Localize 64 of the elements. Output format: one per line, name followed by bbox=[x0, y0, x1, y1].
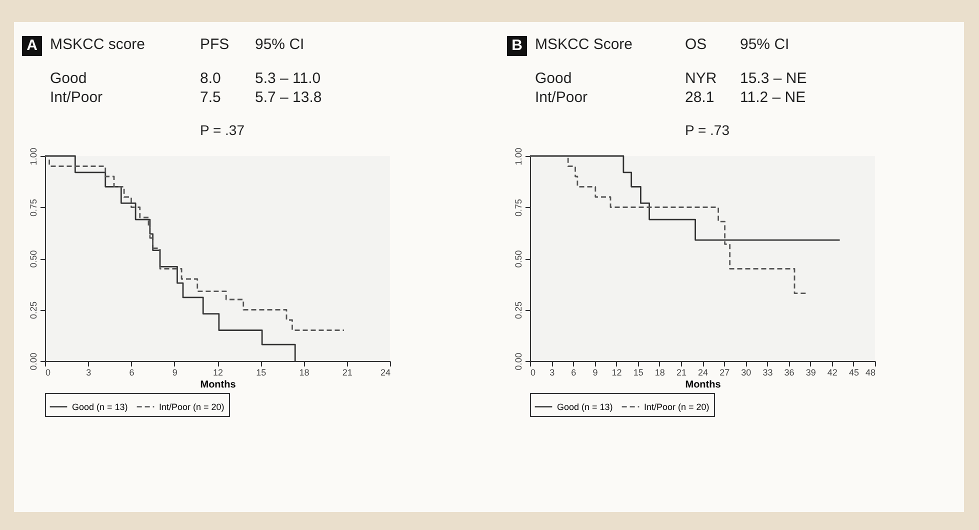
text: 15.3 – NE bbox=[740, 70, 808, 87]
x-tick-label: 9 bbox=[172, 368, 178, 378]
x-axis-title: Months bbox=[200, 380, 236, 390]
text: Int/Poor bbox=[50, 89, 104, 106]
y-tick-label: 1.00 bbox=[514, 148, 524, 166]
text: OS bbox=[685, 36, 708, 55]
y-tick-label: 0.75 bbox=[514, 198, 524, 217]
y-tick-label: 0.25 bbox=[28, 301, 38, 320]
legend-label: Good (n = 13) bbox=[72, 402, 128, 412]
text: PFS bbox=[200, 36, 230, 55]
x-tick-label: 3 bbox=[86, 368, 92, 378]
text: 5.7 – 13.8 bbox=[255, 89, 323, 106]
x-tick-label: 33 bbox=[762, 368, 773, 378]
x-tick-label: 6 bbox=[571, 368, 576, 378]
text: NYR bbox=[685, 70, 718, 87]
text: Good bbox=[50, 70, 88, 87]
text: P = .73 bbox=[685, 122, 731, 138]
x-tick-label: 21 bbox=[676, 368, 686, 378]
x-tick-label: 3 bbox=[550, 368, 555, 378]
x-tick-label: 48 bbox=[865, 368, 876, 378]
x-tick-label: 0 bbox=[46, 368, 51, 378]
x-tick-label: 21 bbox=[342, 368, 352, 378]
x-tick-label: 39 bbox=[806, 368, 816, 378]
text: 11.2 – NE bbox=[740, 89, 807, 106]
text: P = .37 bbox=[200, 122, 246, 138]
text: 7.5 bbox=[200, 89, 222, 106]
text: Int/Poor bbox=[535, 89, 589, 106]
x-tick-label: 12 bbox=[612, 368, 622, 378]
text: Good bbox=[535, 70, 573, 87]
y-tick-label: 0.75 bbox=[28, 198, 38, 217]
text: 95% CI bbox=[740, 36, 790, 55]
y-tick-label: 0.00 bbox=[514, 352, 524, 370]
x-tick-label: 0 bbox=[530, 368, 536, 378]
x-tick-label: 30 bbox=[741, 368, 752, 378]
y-tick-label: 0.25 bbox=[514, 301, 524, 320]
legend-label: Good (n = 13) bbox=[557, 402, 613, 412]
x-tick-label: 42 bbox=[827, 368, 838, 378]
x-tick-label: 15 bbox=[633, 368, 644, 378]
y-tick-label: 0.50 bbox=[514, 250, 524, 268]
x-tick-label: 24 bbox=[698, 368, 708, 378]
text: 5.3 – 11.0 bbox=[255, 70, 322, 87]
x-tick-label: 6 bbox=[129, 368, 134, 378]
text: MSKCC score bbox=[50, 36, 146, 55]
x-tick-label: 45 bbox=[848, 368, 859, 378]
text: 8.0 bbox=[200, 70, 222, 87]
y-tick-label: 0.50 bbox=[28, 250, 38, 268]
x-tick-label: 15 bbox=[256, 368, 266, 378]
x-tick-label: 9 bbox=[592, 368, 598, 378]
x-tick-label: 18 bbox=[654, 368, 665, 378]
chart-title: A bbox=[22, 36, 42, 56]
x-tick-label: 27 bbox=[720, 368, 730, 378]
y-tick-label: 1.00 bbox=[28, 148, 38, 166]
chart-title: B bbox=[507, 36, 527, 56]
x-tick-label: 12 bbox=[212, 368, 224, 378]
text: 95% CI bbox=[255, 36, 306, 55]
x-tick-label: 18 bbox=[299, 368, 310, 378]
legend-label: Int/Poor (n = 20) bbox=[644, 402, 710, 412]
text: 28.1 bbox=[685, 89, 716, 106]
y-tick-label: 0.00 bbox=[28, 352, 38, 370]
x-axis-title: Months bbox=[685, 380, 722, 390]
x-tick-label: 24 bbox=[380, 368, 390, 378]
legend-label: Int/Poor (n = 20) bbox=[159, 402, 224, 412]
x-tick-label: 36 bbox=[784, 368, 794, 378]
text: MSKCC Score bbox=[535, 36, 634, 55]
